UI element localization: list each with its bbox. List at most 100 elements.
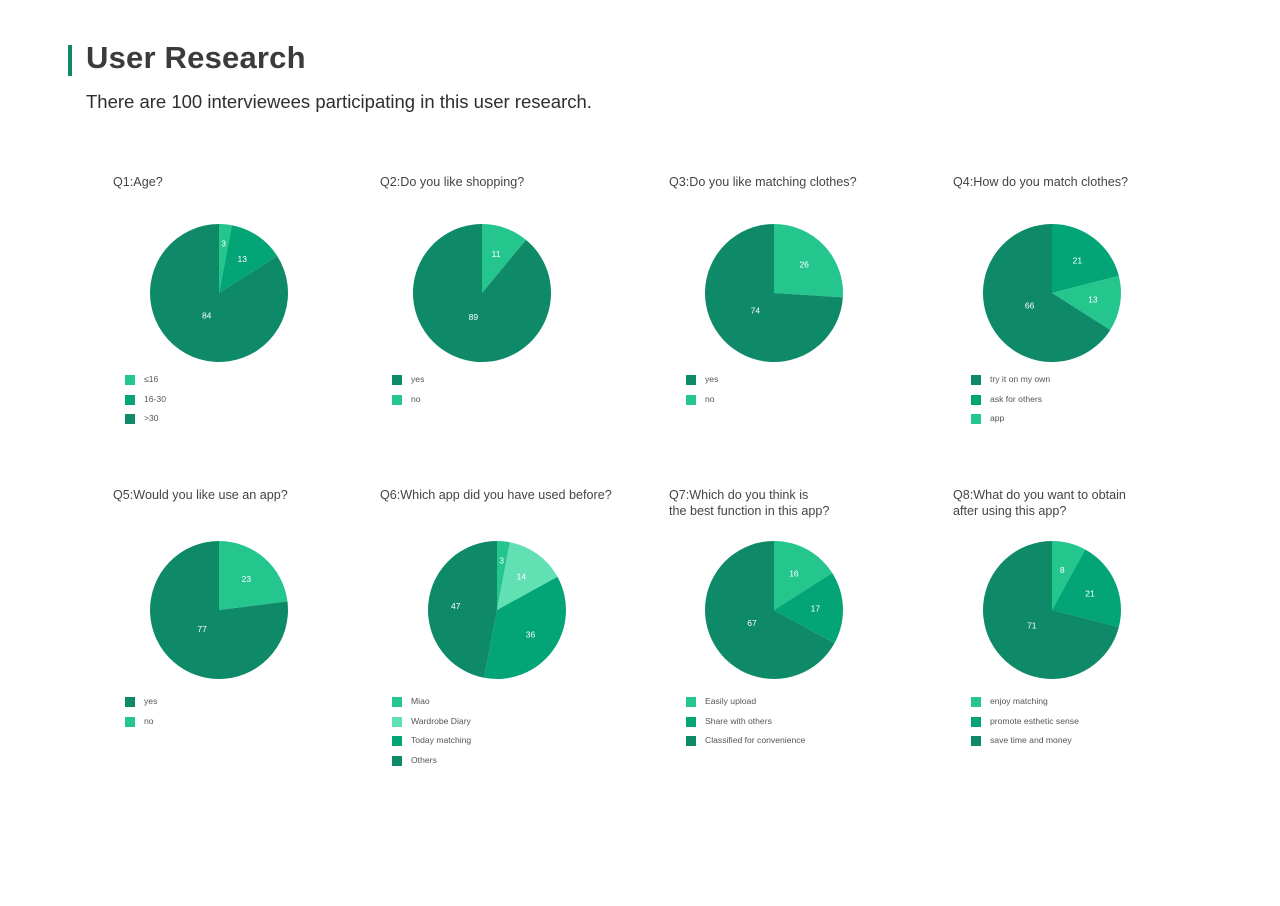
legend-label: ask for others [990,393,1043,404]
pie-value-label: 21 [1085,589,1095,599]
pie-slice-yes [150,541,288,679]
pie-chart-q2: 11 89 [413,224,551,362]
pie-chart-q7: 16 17 67 [705,541,843,679]
legend-label: Classified for convenience [705,735,806,745]
pie-value-label: 3 [499,556,504,566]
pie-value-label: 36 [526,629,536,639]
legend-swatch [392,394,402,405]
pie-value-label: 74 [751,305,761,315]
legend-label: no [144,715,154,726]
question-title-q8: Q8:What do you want to obtain after using… [953,488,1126,518]
legend-swatch [392,736,402,746]
pie-slice-today-matching [484,576,566,679]
legend-swatch [125,414,135,424]
legend-label: yes [705,374,719,384]
pie-chart-q1: 3 13 84 [150,224,288,362]
pie-slice-16 [219,224,232,293]
legend-swatch [125,716,135,727]
legend-swatch [971,697,981,707]
legend-swatch [125,394,135,405]
page-subtitle: There are 100 interviewees participating… [86,91,592,112]
legend-swatch [125,697,135,707]
pie-slice-classified-for-convenience [705,541,835,679]
legend-label: save time and money [990,735,1072,745]
legend-label: enjoy matching [990,696,1048,706]
pie-value-label: 71 [1027,621,1037,631]
legend-swatch [392,697,402,707]
pie-value-label: 11 [492,249,501,259]
pie-slice-try-it-on-my-own [983,224,1111,362]
pie-slice-promote-esthetic-sense [1052,549,1121,628]
pie-value-label: 84 [202,310,212,320]
legend-swatch [392,716,402,727]
pie-slice-yes [705,224,843,362]
pie-chart-q4: 21 13 66 [983,224,1121,362]
question-title-q2: Q2:Do you like shopping? [380,175,525,189]
legend-swatch [686,716,696,727]
pie-slice-easily-upload [774,541,833,610]
pie-chart-q8: 8 21 71 [983,541,1121,679]
legend-swatch [686,394,696,405]
pie-slice-share-with-others [774,573,843,644]
legend-label: try it on my own [990,374,1051,384]
pie-slice-wardrobe-diary [497,542,558,610]
pie-chart-q6: 3 14 36 47 [427,541,566,679]
legend-label: yes [144,696,158,706]
pie-slice-app [1052,275,1121,330]
legend-swatch [971,414,981,424]
pie-slice-no [774,224,843,298]
pie-value-label: 67 [747,618,757,628]
question-title-q5: Q5:Would you like use an app? [113,488,288,502]
pie-slice-yes [413,224,551,362]
legend-label: promote esthetic sense [990,715,1079,726]
legend-label: no [705,393,715,404]
legend-swatch [686,736,696,746]
legend-label: Share with others [705,715,772,726]
pie-value-label: 21 [1073,255,1083,265]
legend-label: >30 [144,413,159,423]
question-title-q3: Q3:Do you like matching clothes? [669,175,857,189]
pie-chart-q3: 26 74 [705,224,843,362]
pie-slice-16-30 [219,225,278,293]
legend-label: Miao [411,696,430,706]
page-title: User Research [86,40,306,75]
legend-swatch [392,755,402,766]
title-accent-bar [68,45,72,76]
pie-value-label: 14 [517,572,527,582]
legend-label: Wardrobe Diary [411,715,471,726]
pie-value-label: 13 [1088,294,1098,304]
pie-slice-no [482,224,526,293]
legend-swatch [686,697,696,707]
pie-value-label: 23 [242,574,252,584]
pie-slice-no [219,541,288,610]
legend-label: yes [411,374,425,384]
pie-value-label: 89 [469,312,479,322]
legend-swatch [971,394,981,405]
pie-slice-30 [150,224,288,362]
pie-value-label: 16 [789,569,799,579]
pie-slice-enjoy-matching [1052,541,1086,610]
legend-label: ≤16 [144,374,159,384]
pie-value-label: 26 [799,260,809,270]
legend-swatch [686,375,696,385]
legend-swatch [971,716,981,727]
pie-slice-ask-for-others [1052,224,1119,293]
question-title-q1: Q1:Age? [113,175,163,189]
pie-value-label: 66 [1025,300,1035,310]
question-title-q7: Q7:Which do you think is the best functio… [669,488,830,518]
pie-value-label: 47 [451,601,461,611]
legend-swatch [971,736,981,746]
pie-value-label: 3 [221,239,226,249]
legend-swatch [125,375,135,385]
legend-swatch [971,375,981,385]
pie-slice-miao [497,541,510,610]
legend-label: 16-30 [144,393,166,404]
question-title-q6: Q6:Which app did you have used before? [380,488,612,502]
pie-chart-q5: 23 77 [150,541,288,679]
legend-label: Easily upload [705,696,757,706]
legend-label: app [990,413,1005,423]
pie-value-label: 13 [238,254,248,264]
pie-value-label: 17 [811,604,821,614]
legend-label: Others [411,754,437,765]
legend-label: no [411,393,421,404]
